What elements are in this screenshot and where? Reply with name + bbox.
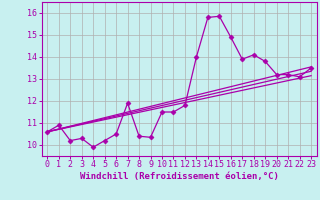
X-axis label: Windchill (Refroidissement éolien,°C): Windchill (Refroidissement éolien,°C) <box>80 172 279 181</box>
